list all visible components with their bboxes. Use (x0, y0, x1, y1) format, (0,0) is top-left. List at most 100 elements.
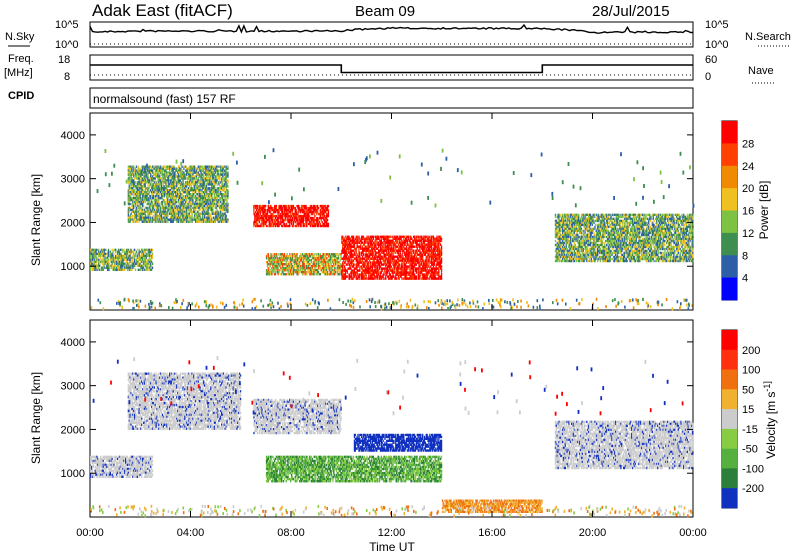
data-cell-4 (347, 275, 348, 277)
data-cell-1 (227, 168, 228, 170)
data-cell-2 (327, 219, 328, 221)
data-cell-2 (293, 225, 294, 227)
data-cell-3 (340, 255, 341, 257)
data-cell-3 (278, 271, 279, 273)
noise-sky-series (90, 25, 693, 33)
data-cell-1 (151, 213, 152, 215)
data-cell-2 (261, 225, 262, 227)
radar-summary-plot: Adak East (fitACF) Beam 09 28/Jul/2015 N… (0, 0, 800, 554)
noise-panel: N.Sky 10^5 10^0 10^5 10^0 N.Search (5, 19, 791, 51)
data-cell-4 (383, 273, 384, 275)
data-cell-2 (306, 225, 307, 227)
data-cell-2 (318, 225, 319, 227)
data-cell-2 (304, 225, 305, 227)
data-cell-4 (354, 263, 355, 265)
data-cell-0 (113, 253, 114, 255)
data-cell-4 (347, 271, 348, 273)
data-cell-1 (165, 221, 166, 223)
freq-panel-frame (90, 55, 693, 80)
data-cell-0 (152, 267, 153, 269)
data-cell-1 (218, 170, 219, 172)
data-cell-3 (339, 273, 340, 275)
data-cell-2 (289, 225, 290, 227)
data-cell-2 (328, 225, 329, 227)
data-cell-1 (130, 203, 131, 205)
data-cell-0 (152, 249, 153, 251)
data-cell-0 (99, 265, 100, 267)
data-cell-2 (259, 221, 260, 223)
data-cell-3 (293, 273, 294, 275)
data-cell-1 (143, 205, 144, 207)
data-cell-0 (109, 269, 110, 271)
cpid-program: normalsound (fast) 157 RF (93, 92, 236, 106)
data-cell-3 (335, 271, 336, 273)
data-cell-0 (135, 269, 136, 271)
data-cell-2 (328, 215, 329, 217)
noise-left-tick-bottom: 10^0 (55, 39, 79, 51)
data-cell-3 (316, 265, 317, 267)
data-cell-0 (135, 255, 136, 257)
freq-left-label-2: [MHz] (4, 67, 33, 79)
data-cell-2 (265, 205, 266, 207)
data-cell-1 (227, 185, 228, 187)
data-cell-0 (105, 249, 106, 251)
data-cell-4 (366, 277, 367, 279)
data-cell-1 (218, 166, 219, 168)
data-cell-1 (227, 211, 228, 213)
data-cell-0 (152, 257, 153, 259)
data-cell-2 (267, 225, 268, 227)
freq-right-tick-top: 60 (705, 54, 717, 66)
data-cell-3 (338, 257, 339, 259)
data-cell-4 (359, 277, 360, 279)
freq-right-tick-bottom: 0 (705, 71, 711, 83)
data-cell-1 (173, 221, 174, 223)
beam-title: Beam 09 (355, 3, 415, 20)
nave-label: Nave (748, 65, 774, 77)
data-cell-1 (133, 207, 134, 209)
noise-right-tick-bottom: 10^0 (705, 39, 729, 51)
data-cell-3 (313, 273, 314, 275)
data-cell-4 (373, 238, 374, 240)
data-cell-0 (90, 269, 91, 271)
data-cell-1 (227, 181, 228, 183)
data-cell-1 (227, 221, 228, 223)
noise-left-label: N.Sky (5, 31, 35, 43)
data-cell-1 (167, 215, 168, 217)
data-cell-1 (135, 181, 136, 183)
data-cell-3 (286, 273, 287, 275)
cpid-label: CPID (8, 90, 34, 102)
data-cell-3 (275, 273, 276, 275)
data-cell-0 (115, 251, 116, 253)
data-cell-1 (227, 175, 228, 177)
noise-right-label: N.Search (745, 31, 791, 43)
data-cell-0 (152, 263, 153, 265)
data-cell-1 (185, 177, 186, 179)
data-cell-0 (137, 249, 138, 251)
noise-left-tick-top: 10^5 (55, 19, 79, 31)
data-cell-2 (328, 205, 329, 207)
data-cell-0 (134, 249, 135, 251)
date-title: 28/Jul/2015 (592, 3, 670, 20)
freq-left-label-1: Freq. (8, 53, 34, 65)
data-cell-2 (314, 215, 315, 217)
data-cell-2 (318, 207, 319, 209)
data-cell-0 (104, 267, 105, 269)
data-cell-4 (377, 277, 378, 279)
data-cell-4 (359, 269, 360, 271)
data-cell-1 (136, 166, 137, 168)
data-cell-3 (320, 273, 321, 275)
freq-left-tick-bottom: 8 (64, 71, 70, 83)
noise-right-tick-top: 10^5 (705, 19, 729, 31)
data-cell-0 (96, 249, 97, 251)
data-cell-1 (182, 166, 183, 168)
noise-panel-frame (90, 22, 693, 47)
data-cell-3 (278, 253, 279, 255)
data-cell-3 (266, 257, 267, 259)
cpid-panel: CPID normalsound (fast) 157 RF (8, 88, 693, 108)
data-cell-4 (363, 254, 364, 256)
data-cell-0 (99, 269, 100, 271)
data-cell-1 (227, 197, 228, 199)
data-cell-2 (301, 225, 302, 227)
freq-series (90, 65, 693, 73)
